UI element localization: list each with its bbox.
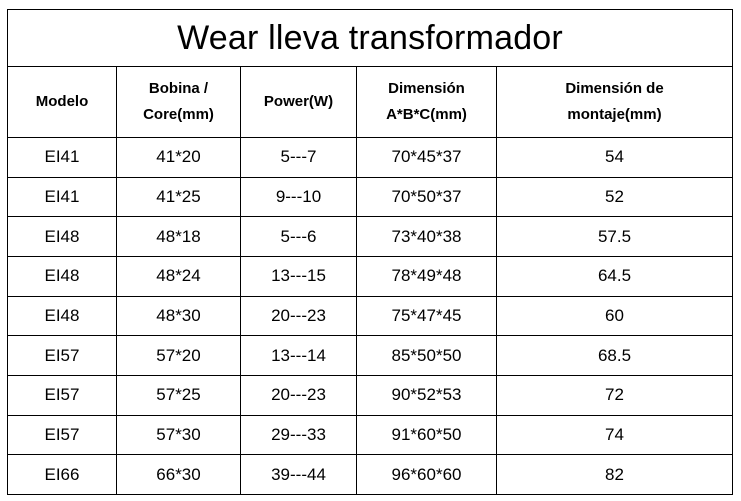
cell-power: 29---33 [240, 414, 357, 456]
cell-core: 48*30 [116, 295, 241, 337]
cell-dimension: 90*52*53 [356, 374, 497, 416]
header-bobina-line1: Bobina / [148, 80, 209, 97]
cell-core: 57*20 [116, 335, 241, 376]
cell-core: 41*25 [116, 176, 241, 218]
header-modelo: Modelo [7, 66, 117, 138]
cell-dimension: 85*50*50 [356, 335, 497, 376]
cell-power: 13---15 [240, 255, 357, 297]
table-row: EI41 41*25 9---10 70*50*37 52 [7, 176, 733, 218]
cell-dimension: 78*49*48 [356, 255, 497, 297]
cell-power: 5---7 [240, 137, 357, 178]
transformer-spec-table: Wear lleva transformador Modelo Bobina /… [7, 9, 733, 495]
transformer-table-frame: Wear lleva transformador Modelo Bobina /… [7, 9, 733, 495]
cell-power: 5---6 [240, 216, 357, 257]
cell-dimension: 73*40*38 [356, 216, 497, 257]
header-row: Modelo Bobina / Core(mm) Power(W) Dimens… [7, 66, 733, 138]
cell-montaje: 57.5 [496, 216, 733, 257]
cell-montaje: 74 [496, 414, 733, 456]
cell-core: 66*30 [116, 454, 241, 495]
cell-dimension: 96*60*60 [356, 454, 497, 495]
header-montaje-line1: Dimensión de [565, 80, 664, 97]
cell-core: 48*18 [116, 216, 241, 257]
cell-montaje: 68.5 [496, 335, 733, 376]
header-power-line1: Power(W) [263, 93, 334, 110]
cell-montaje: 54 [496, 137, 733, 178]
header-power: Power(W) [240, 66, 357, 138]
title-row: Wear lleva transformador [7, 9, 733, 67]
table-row: EI66 66*30 39---44 96*60*60 82 [7, 454, 733, 495]
cell-modelo: EI66 [7, 454, 117, 495]
table-row: EI57 57*20 13---14 85*50*50 68.5 [7, 335, 733, 376]
cell-modelo: EI48 [7, 295, 117, 337]
cell-montaje: 60 [496, 295, 733, 337]
cell-core: 41*20 [116, 137, 241, 178]
table-row: EI48 48*30 20---23 75*47*45 60 [7, 295, 733, 337]
cell-montaje: 82 [496, 454, 733, 495]
header-bobina-core: Bobina / Core(mm) [116, 66, 241, 138]
header-modelo-line1: Modelo [35, 93, 89, 110]
cell-dimension: 70*50*37 [356, 176, 497, 218]
cell-dimension: 75*47*45 [356, 295, 497, 337]
cell-modelo: EI57 [7, 414, 117, 456]
header-dimension-line1: Dimensión [388, 80, 465, 97]
table-row: EI57 57*25 20---23 90*52*53 72 [7, 374, 733, 416]
cell-power: 9---10 [240, 176, 357, 218]
cell-montaje: 72 [496, 374, 733, 416]
table-title: Wear lleva transformador [7, 9, 733, 67]
cell-montaje: 64.5 [496, 255, 733, 297]
cell-power: 39---44 [240, 454, 357, 495]
table-row: EI48 48*24 13---15 78*49*48 64.5 [7, 255, 733, 297]
cell-modelo: EI48 [7, 255, 117, 297]
cell-modelo: EI48 [7, 216, 117, 257]
cell-modelo: EI41 [7, 137, 117, 178]
cell-modelo: EI57 [7, 335, 117, 376]
cell-modelo: EI57 [7, 374, 117, 416]
cell-core: 48*24 [116, 255, 241, 297]
header-dimension-montaje: Dimensión de montaje(mm) [496, 66, 733, 138]
cell-power: 20---23 [240, 295, 357, 337]
cell-core: 57*25 [116, 374, 241, 416]
cell-dimension: 70*45*37 [356, 137, 497, 178]
cell-core: 57*30 [116, 414, 241, 456]
header-dimension-line2: A*B*C(mm) [386, 106, 467, 123]
cell-power: 13---14 [240, 335, 357, 376]
header-montaje-line2: montaje(mm) [567, 106, 662, 123]
header-bobina-line2: Core(mm) [143, 106, 214, 123]
cell-power: 20---23 [240, 374, 357, 416]
header-dimension: Dimensión A*B*C(mm) [356, 66, 497, 138]
table-row: EI57 57*30 29---33 91*60*50 74 [7, 414, 733, 456]
table-row: EI41 41*20 5---7 70*45*37 54 [7, 137, 733, 178]
cell-montaje: 52 [496, 176, 733, 218]
cell-modelo: EI41 [7, 176, 117, 218]
table-row: EI48 48*18 5---6 73*40*38 57.5 [7, 216, 733, 257]
cell-dimension: 91*60*50 [356, 414, 497, 456]
